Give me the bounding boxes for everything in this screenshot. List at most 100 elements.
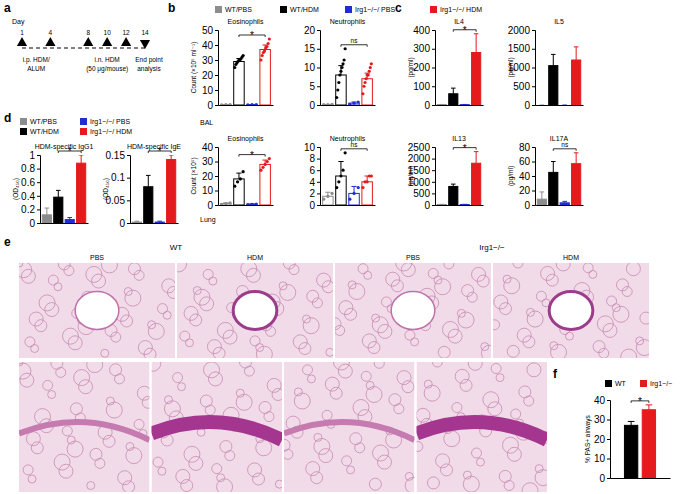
- error-line: [46, 208, 47, 215]
- tick: 0.6: [21, 177, 40, 188]
- alveolus: [622, 287, 632, 297]
- tick-label: 0.8: [21, 163, 35, 174]
- alveolus: [123, 481, 135, 492]
- alveolus: [358, 264, 368, 274]
- tick-label: 300: [413, 43, 430, 54]
- alveolus: [121, 315, 133, 327]
- tick-mark: [317, 49, 320, 50]
- tick-mark: [432, 30, 435, 31]
- error-bar: [462, 104, 467, 105]
- chart: 00.20.40.60.81HDM-specific IgG1(OD₄₅₀)*: [12, 143, 93, 229]
- alveolus: [178, 383, 186, 391]
- alveolus: [507, 447, 521, 461]
- tick-label: 20: [202, 70, 214, 81]
- alveolus: [435, 279, 451, 295]
- alveolus: [103, 435, 115, 447]
- alveolus: [126, 443, 134, 451]
- error-bar: [263, 45, 268, 50]
- bar: [472, 163, 481, 205]
- chart: 01020304050EosinophilsCount (×10⁵ ml⁻¹)*: [190, 18, 274, 111]
- tick-label: 2000: [508, 25, 531, 36]
- axis-line: [536, 205, 584, 206]
- point: [348, 198, 351, 201]
- alveolus: [438, 346, 450, 358]
- chart: 010203040% PAS+ airways*: [584, 395, 671, 484]
- legend-label: Irg1−/−/ HDM: [440, 6, 482, 14]
- y-axis: 00.050.10.15: [106, 150, 131, 229]
- point: [261, 166, 264, 169]
- alveolus: [212, 464, 222, 474]
- panel-letter: c: [395, 1, 402, 15]
- error-bar: [146, 175, 151, 186]
- tick: 500: [513, 81, 535, 92]
- tick: 0.05: [106, 195, 130, 206]
- alveolus: [621, 349, 637, 358]
- tick: 60: [519, 156, 535, 167]
- bar: [234, 179, 244, 205]
- alveolus: [472, 448, 482, 458]
- alveolus: [125, 290, 141, 306]
- chart-title: HDM-specific IgE: [127, 143, 181, 151]
- alveolus: [326, 348, 333, 356]
- tick-mark: [215, 30, 218, 31]
- axis-title: (pg/ml): [407, 166, 415, 186]
- marks: [132, 155, 175, 223]
- point: [362, 85, 365, 88]
- alveolus: [494, 295, 508, 309]
- alveolus: [541, 266, 555, 280]
- tick-mark: [532, 205, 535, 206]
- day-marker: [45, 37, 55, 46]
- alveolus: [511, 409, 521, 419]
- micrograph: [493, 263, 649, 358]
- error-cap: [169, 155, 174, 156]
- tick: 10: [304, 142, 320, 153]
- axis-line: [321, 105, 376, 106]
- tick: 0: [524, 200, 535, 211]
- tick: 200: [413, 62, 435, 73]
- tick-mark: [607, 400, 610, 401]
- chart-title: Eosinophils: [228, 135, 264, 143]
- alveolus: [565, 332, 573, 340]
- marks: [540, 47, 581, 105]
- row-label: Lung: [200, 216, 216, 224]
- tick-mark: [432, 193, 435, 194]
- tick-label: 8: [309, 153, 315, 164]
- micrograph: [417, 362, 548, 492]
- tick-mark: [532, 162, 535, 163]
- tick-mark: [532, 30, 535, 31]
- tick-label: 0.1: [111, 172, 125, 183]
- chart: 0500100015002000IL5(pg/ml): [507, 18, 584, 111]
- alveolus: [250, 336, 260, 346]
- alveolus: [200, 297, 214, 311]
- tick-label: 4: [49, 29, 53, 36]
- tick-mark: [37, 169, 40, 170]
- chart-title: IL5: [554, 18, 564, 25]
- tick-label: 0: [309, 100, 315, 111]
- error-line: [476, 152, 477, 164]
- tick: 500: [413, 188, 435, 199]
- tick-mark: [37, 223, 40, 224]
- alveolus: [87, 482, 95, 490]
- alveolus: [205, 405, 215, 415]
- error-cap: [574, 152, 579, 153]
- tick-mark: [317, 159, 320, 160]
- alveolus: [48, 275, 58, 285]
- alveolus: [405, 330, 415, 340]
- tick-mark: [317, 86, 320, 87]
- alveolus: [535, 465, 543, 473]
- marks: [437, 34, 480, 105]
- error-bar: [551, 54, 556, 65]
- tick: 0.8: [21, 163, 40, 174]
- tick-label: 12: [122, 29, 130, 36]
- tick-label: 0: [29, 218, 35, 229]
- tick-mark: [215, 162, 218, 163]
- alveolus: [208, 372, 222, 386]
- error-cap: [451, 184, 456, 185]
- alveolus: [184, 446, 200, 462]
- point: [263, 49, 266, 52]
- axis-title: (pg/ml): [507, 57, 515, 77]
- group-label: WT: [170, 243, 183, 252]
- axis-title: Count (×10⁵): [190, 157, 198, 194]
- error-cap: [474, 151, 479, 152]
- tick-mark: [432, 49, 435, 50]
